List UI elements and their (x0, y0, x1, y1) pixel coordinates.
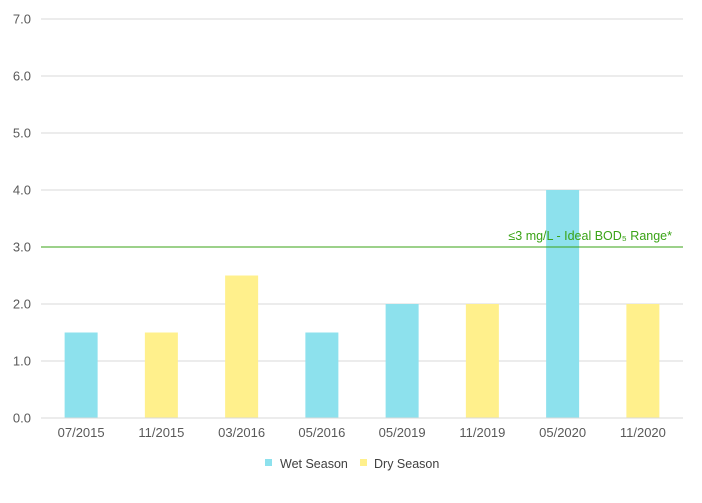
threshold-label: ≤3 mg/L - Ideal BOD₅ Range* (508, 229, 672, 243)
y-tick-label: 1.0 (13, 354, 31, 369)
y-tick-label: 7.0 (13, 12, 31, 27)
y-tick-label: 0.0 (13, 411, 31, 426)
bars (64, 190, 660, 418)
bar (225, 275, 259, 418)
y-tick-label: 3.0 (13, 240, 31, 255)
bar (626, 304, 660, 418)
y-tick-label: 6.0 (13, 69, 31, 84)
bar (385, 304, 419, 418)
y-tick-label: 5.0 (13, 126, 31, 141)
x-tick-label: 03/2016 (218, 425, 265, 440)
legend-marker (360, 459, 367, 466)
x-axis-tick-labels: 07/2015 11/2015 03/2016 05/2016 05/2019 11/20… (58, 425, 666, 440)
y-axis-tick-labels: 0.0 1.0 2.0 3.0 4.0 5.0 6.0 7.0 (13, 12, 31, 426)
x-tick-label: 05/2020 (539, 425, 586, 440)
x-tick-label: 11/2020 (620, 425, 666, 440)
x-tick-label: 07/2015 (58, 425, 105, 440)
x-tick-label: 11/2019 (459, 425, 505, 440)
x-tick-label: 05/2019 (379, 425, 426, 440)
gridlines (41, 18, 683, 362)
threshold-line-group: ≤3 mg/L - Ideal BOD₅ Range* (41, 229, 683, 248)
x-tick-label: 05/2016 (298, 425, 345, 440)
bar (64, 332, 98, 418)
legend-marker (265, 459, 272, 466)
legend-label: Dry Season (374, 457, 439, 471)
bar (465, 304, 499, 418)
x-tick-label: 11/2015 (138, 425, 184, 440)
legend-label: Wet Season (280, 457, 348, 471)
y-tick-label: 4.0 (13, 183, 31, 198)
bar (305, 332, 339, 418)
bar (144, 332, 178, 418)
y-tick-label: 2.0 (13, 297, 31, 312)
legend: Wet Season Dry Season (265, 457, 439, 471)
bar (546, 190, 580, 418)
